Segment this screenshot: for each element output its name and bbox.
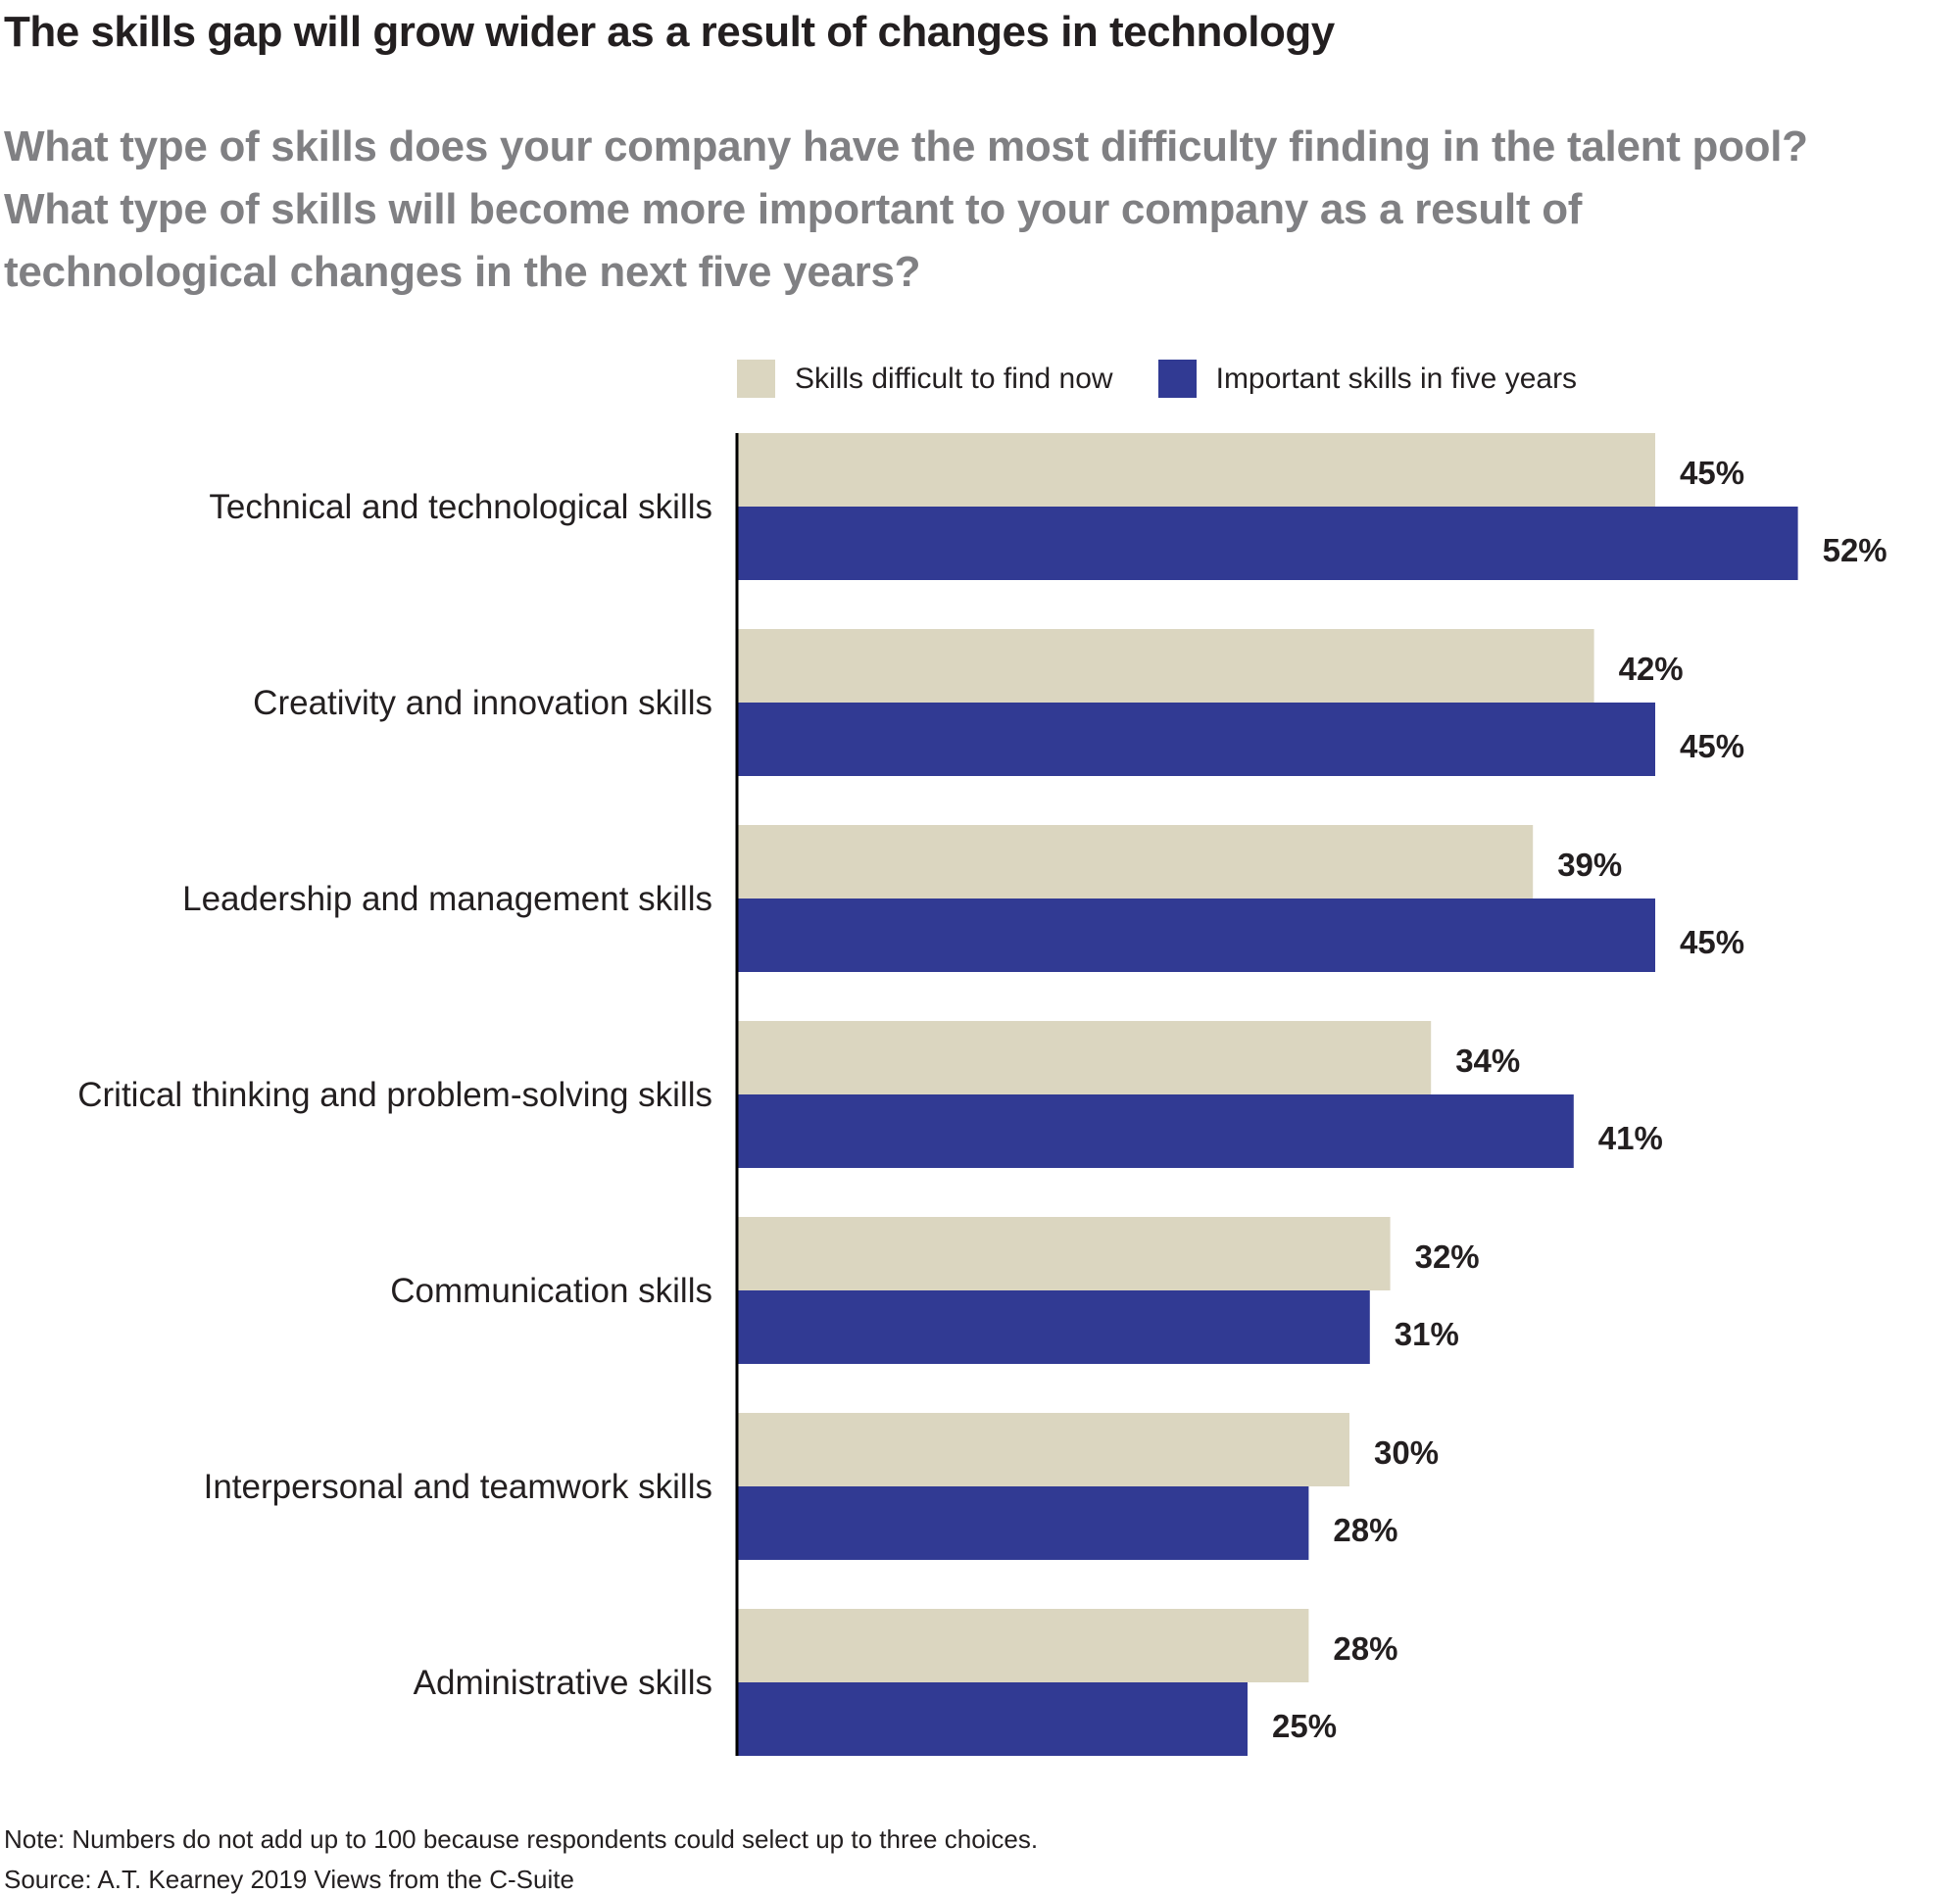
value-label: 42% — [1619, 651, 1684, 687]
bar-difficult-now — [738, 1217, 1391, 1290]
category-label: Interpersonal and teamwork skills — [204, 1468, 712, 1506]
bar-difficult-now — [738, 433, 1655, 507]
category-label: Administrative skills — [414, 1664, 712, 1702]
footnote: Note: Numbers do not add up to 100 becau… — [4, 1824, 1039, 1854]
bar-difficult-now — [738, 825, 1534, 898]
legend-label: Skills difficult to find now — [795, 362, 1113, 395]
value-label: 28% — [1333, 1630, 1397, 1667]
bar-important-five-years — [738, 898, 1655, 972]
legend-label: Important skills in five years — [1215, 362, 1578, 395]
subtitle-line: What type of skills will become more imp… — [4, 185, 1583, 233]
bar-important-five-years — [738, 1486, 1309, 1560]
value-label: 34% — [1455, 1043, 1520, 1079]
subtitle-line: What type of skills does your company ha… — [4, 122, 1808, 170]
bar-important-five-years — [738, 1094, 1574, 1168]
category-label: Creativity and innovation skills — [253, 684, 712, 722]
category-label: Technical and technological skills — [209, 488, 712, 526]
value-label: 28% — [1333, 1512, 1397, 1548]
category-label: Communication skills — [390, 1272, 712, 1310]
bar-difficult-now — [738, 1413, 1349, 1486]
category-label: Critical thinking and problem-solving sk… — [77, 1076, 712, 1114]
bar-difficult-now — [738, 629, 1594, 703]
bar-important-five-years — [738, 1290, 1370, 1364]
legend-swatch-five-years — [1157, 360, 1197, 398]
chart-subtitle: What type of skills does your company ha… — [4, 116, 1954, 304]
legend-swatch-now — [737, 360, 775, 398]
legend: Skills difficult to find now Important s… — [737, 360, 1622, 398]
bar-important-five-years — [738, 1682, 1248, 1756]
bar-important-five-years — [738, 507, 1798, 580]
source-note: Source: A.T. Kearney 2019 Views from the… — [4, 1865, 574, 1894]
legend-item-now: Skills difficult to find now — [737, 360, 1113, 398]
value-label: 45% — [1680, 924, 1744, 960]
bar-important-five-years — [738, 703, 1655, 776]
value-label: 30% — [1374, 1434, 1439, 1471]
legend-item-five-years: Important skills in five years — [1157, 360, 1578, 398]
bar-difficult-now — [738, 1021, 1432, 1094]
value-label: 32% — [1415, 1238, 1480, 1275]
chart-title: The skills gap will grow wider as a resu… — [4, 8, 1335, 56]
value-label: 31% — [1395, 1316, 1459, 1352]
value-label: 25% — [1272, 1708, 1337, 1744]
value-label: 45% — [1680, 455, 1744, 491]
category-label: Leadership and management skills — [182, 880, 712, 918]
bar-difficult-now — [738, 1609, 1309, 1682]
value-label: 52% — [1823, 532, 1887, 568]
value-label: 45% — [1680, 728, 1744, 764]
value-label: 41% — [1598, 1120, 1663, 1156]
value-label: 39% — [1557, 847, 1622, 883]
subtitle-line: technological changes in the next five y… — [4, 248, 921, 296]
